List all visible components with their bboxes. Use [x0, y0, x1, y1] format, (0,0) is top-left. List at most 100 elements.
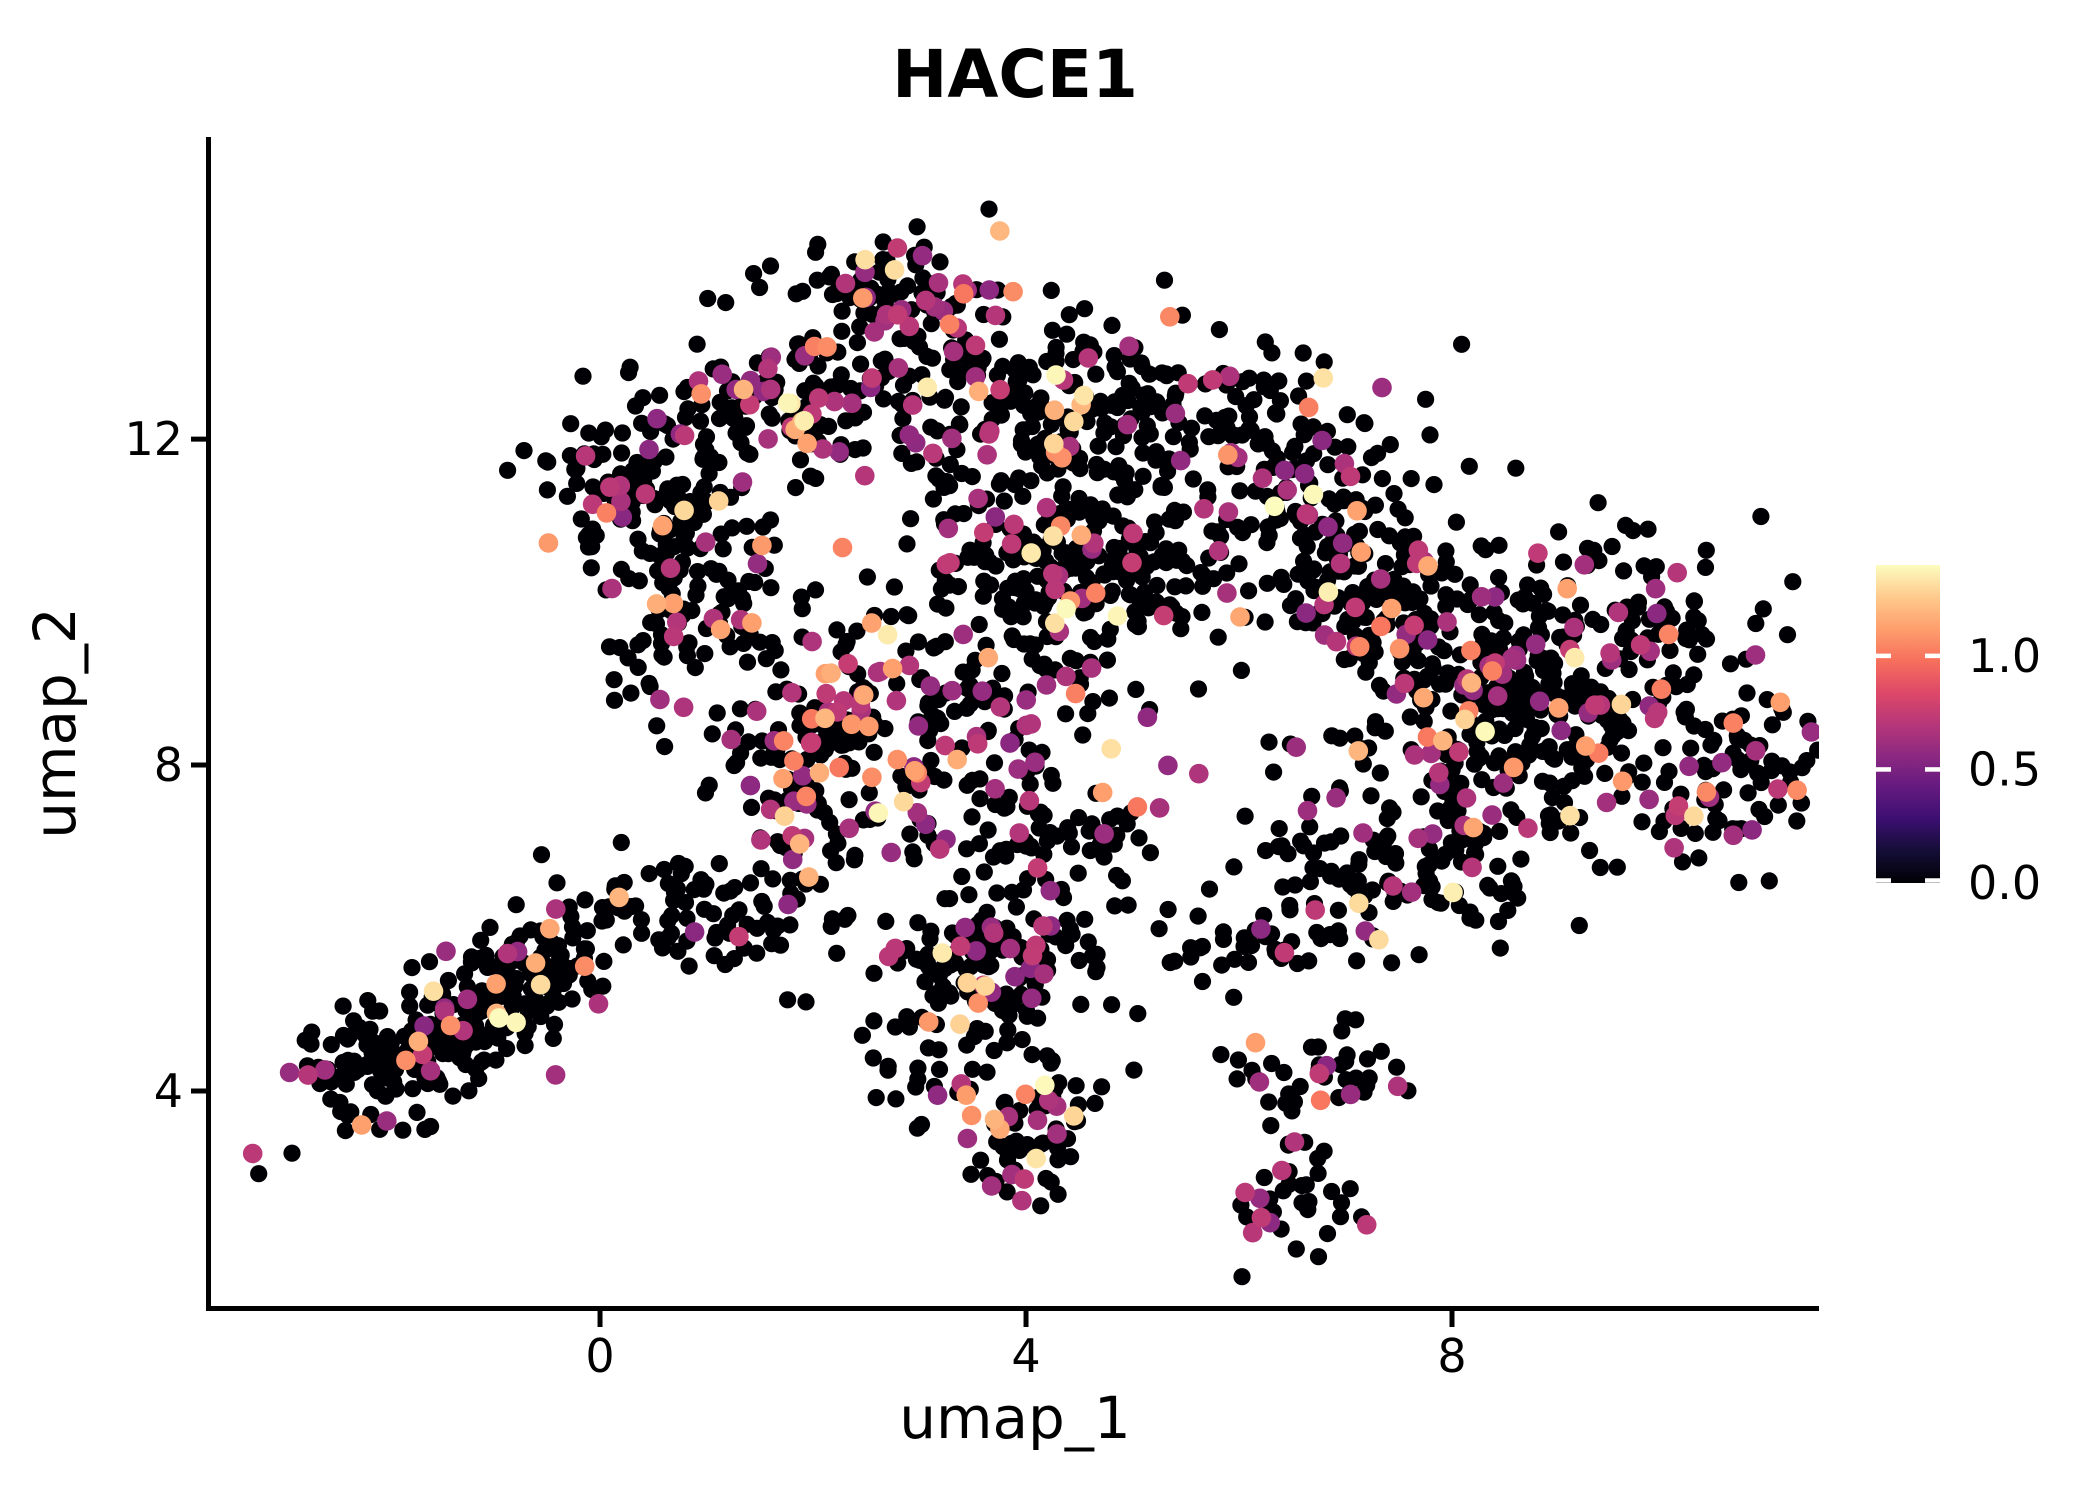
data-point [489, 1008, 509, 1028]
data-point [1132, 354, 1150, 372]
data-point [1374, 837, 1392, 855]
data-point [1633, 773, 1651, 791]
data-point [885, 578, 904, 596]
data-point [981, 1176, 1002, 1196]
data-point [806, 581, 825, 599]
data-point [688, 335, 706, 353]
data-point [899, 425, 920, 445]
data-point [940, 553, 960, 573]
data-point [1788, 812, 1806, 830]
data-point [1194, 499, 1214, 519]
data-point [855, 249, 875, 270]
data-point [1541, 823, 1559, 842]
data-point [1436, 845, 1454, 864]
data-point [1393, 558, 1411, 576]
data-point [1664, 838, 1684, 858]
data-point [1635, 754, 1653, 772]
colorbar-tick-label: 0.5 [1968, 742, 2041, 796]
data-point [1512, 850, 1530, 868]
data-point [879, 1057, 897, 1075]
data-point [838, 654, 858, 674]
data-point [1208, 541, 1229, 561]
data-point [919, 1039, 938, 1057]
data-point [1712, 752, 1732, 773]
data-point [1574, 555, 1595, 575]
data-point [1499, 901, 1517, 920]
data-point [568, 460, 586, 478]
data-point [807, 469, 825, 487]
data-point [368, 1082, 386, 1100]
data-point [972, 1151, 990, 1169]
data-point [279, 1062, 300, 1083]
data-point [1233, 1268, 1251, 1286]
data-point [1027, 858, 1048, 878]
data-point [1159, 462, 1177, 480]
data-point [1242, 1222, 1263, 1243]
data-point [1473, 771, 1491, 789]
data-point [1134, 467, 1152, 485]
data-point [955, 917, 975, 938]
data-point [772, 661, 790, 679]
data-point [978, 647, 999, 668]
data-point [1554, 606, 1572, 624]
data-point [1369, 520, 1387, 539]
data-point [705, 947, 723, 965]
scatter-panel: 0 4 8 4 8 12 umap_1 umap_2 [21, 137, 1819, 1452]
data-point [752, 535, 772, 556]
data-point [613, 444, 631, 462]
data-point [1228, 1070, 1246, 1088]
data-point [684, 922, 705, 942]
data-point [1168, 551, 1186, 569]
data-point [1370, 676, 1389, 695]
data-point [1296, 603, 1316, 623]
data-point [1739, 784, 1757, 802]
data-point [1372, 1042, 1390, 1060]
data-point [726, 879, 744, 897]
data-point [1074, 726, 1092, 744]
data-point [794, 282, 812, 300]
data-point [1134, 444, 1152, 462]
data-point [1639, 789, 1659, 810]
data-point [1237, 397, 1255, 415]
data-point [1060, 306, 1078, 324]
data-point [1032, 1197, 1050, 1215]
data-point [1256, 613, 1274, 631]
data-point [719, 571, 737, 589]
data-point [1654, 739, 1672, 757]
data-point [1164, 428, 1182, 446]
data-point [1270, 820, 1288, 838]
data-point [1664, 664, 1682, 682]
data-point [949, 373, 967, 391]
data-point [712, 525, 730, 543]
data-point [1283, 1102, 1301, 1120]
data-point [909, 633, 928, 651]
data-point [1682, 739, 1700, 757]
data-point [1226, 950, 1244, 968]
data-point [918, 347, 936, 365]
data-point [1645, 578, 1666, 599]
data-point [792, 588, 811, 606]
data-point [1071, 525, 1092, 545]
data-point [874, 233, 892, 251]
data-point [1089, 437, 1107, 455]
data-point [674, 425, 695, 446]
data-point [532, 846, 551, 864]
data-point [1132, 398, 1150, 417]
data-point [916, 973, 934, 991]
data-point [420, 953, 439, 971]
data-point [1126, 603, 1144, 621]
data-point [950, 1014, 970, 1034]
data-point [1125, 1061, 1143, 1079]
data-point [1369, 444, 1387, 462]
data-point [886, 690, 907, 711]
data-point [612, 560, 631, 579]
data-point [862, 767, 882, 788]
data-point [845, 851, 864, 869]
data-point [1613, 787, 1631, 805]
data-point [676, 894, 695, 912]
data-point [898, 1008, 916, 1026]
data-point [1630, 635, 1651, 655]
data-point [1189, 907, 1207, 925]
data-point [582, 559, 600, 577]
data-point [1035, 1075, 1055, 1096]
